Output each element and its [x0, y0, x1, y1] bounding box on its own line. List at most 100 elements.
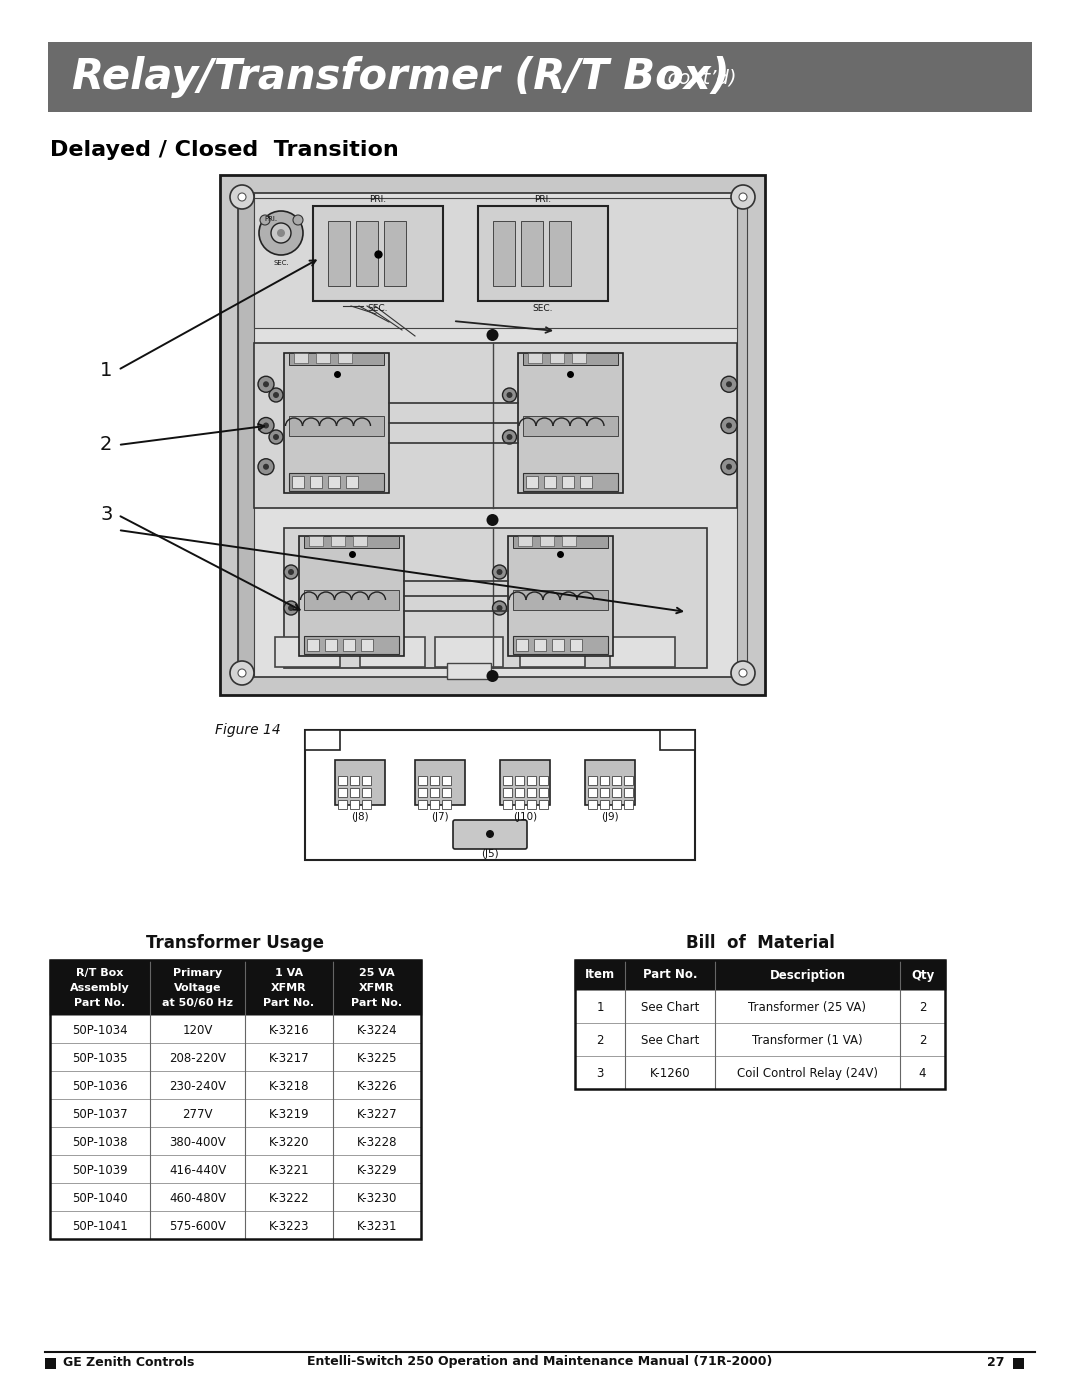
Text: K-3230: K-3230 [356, 1192, 397, 1204]
Bar [350, 800, 359, 809]
Text: K-3218: K-3218 [269, 1080, 309, 1092]
Bar [539, 788, 548, 798]
Text: 25 VA: 25 VA [360, 968, 395, 978]
Text: at 50/60 Hz: at 50/60 Hz [162, 997, 233, 1009]
Bar [418, 800, 427, 809]
Bar [346, 476, 357, 488]
Bar [612, 788, 621, 798]
Text: 50P-1034: 50P-1034 [72, 1024, 127, 1037]
Bar [313, 205, 443, 300]
Text: K-3229: K-3229 [356, 1164, 397, 1176]
Bar [384, 221, 406, 286]
Bar [362, 775, 372, 785]
Bar [45, 1358, 56, 1369]
Text: K-3221: K-3221 [269, 1164, 309, 1176]
Text: SEC.: SEC. [532, 305, 553, 313]
Bar [289, 353, 384, 365]
Text: 50P-1038: 50P-1038 [72, 1136, 127, 1148]
Bar [478, 205, 608, 300]
Circle shape [258, 458, 274, 475]
Text: PRI.: PRI. [369, 196, 387, 204]
Bar [353, 536, 367, 546]
Text: (J8): (J8) [351, 812, 368, 821]
Text: Voltage: Voltage [174, 983, 221, 993]
Bar [575, 960, 945, 1090]
Text: 2: 2 [919, 1002, 927, 1014]
Bar [549, 221, 571, 286]
Circle shape [486, 330, 499, 341]
Bar [575, 1023, 945, 1056]
Bar [737, 193, 747, 678]
Circle shape [721, 376, 737, 393]
Bar [50, 1155, 421, 1183]
Circle shape [486, 514, 499, 527]
Bar [303, 590, 399, 610]
Text: (J9): (J9) [602, 812, 619, 821]
Bar [289, 474, 384, 490]
Text: 3: 3 [100, 506, 112, 524]
Bar [600, 800, 609, 809]
Circle shape [284, 601, 298, 615]
Bar [50, 1211, 421, 1239]
Bar [316, 353, 330, 363]
Bar [575, 1056, 945, 1090]
Text: GE Zenith Controls: GE Zenith Controls [63, 1355, 194, 1369]
Bar [289, 416, 384, 436]
Bar [562, 476, 573, 488]
Bar [612, 775, 621, 785]
Bar [238, 193, 747, 678]
Circle shape [271, 224, 291, 243]
Bar [343, 638, 355, 651]
Bar [362, 788, 372, 798]
Bar [48, 42, 1032, 112]
Text: (J5): (J5) [482, 849, 499, 859]
Text: Qty: Qty [910, 968, 934, 982]
Circle shape [507, 434, 513, 440]
Text: 208-220V: 208-220V [168, 1052, 226, 1065]
Bar [513, 636, 607, 654]
Text: 3: 3 [596, 1067, 604, 1080]
Bar [527, 800, 536, 809]
Bar [350, 788, 359, 798]
Bar [515, 788, 524, 798]
Bar [310, 476, 322, 488]
Bar [580, 476, 592, 488]
Circle shape [721, 418, 737, 433]
Text: 1: 1 [596, 1002, 604, 1014]
Text: PRI.: PRI. [535, 196, 552, 204]
Bar [430, 775, 438, 785]
Text: Part No.: Part No. [264, 997, 314, 1009]
Text: K-3226: K-3226 [356, 1080, 397, 1092]
Bar [435, 637, 503, 666]
Bar [492, 221, 515, 286]
Bar [624, 775, 633, 785]
Bar [543, 476, 555, 488]
Bar [500, 760, 550, 805]
Text: K-3217: K-3217 [269, 1052, 309, 1065]
Text: (cont’d): (cont’d) [660, 68, 737, 88]
FancyBboxPatch shape [453, 820, 527, 849]
Text: 2: 2 [919, 1034, 927, 1046]
Circle shape [260, 215, 270, 225]
Bar [1013, 1358, 1024, 1369]
Text: SEC.: SEC. [368, 305, 388, 313]
Text: 50P-1037: 50P-1037 [72, 1108, 127, 1120]
Bar [539, 800, 548, 809]
Circle shape [273, 393, 279, 398]
Text: See Chart: See Chart [640, 1034, 699, 1046]
Bar [540, 536, 554, 546]
Bar [220, 175, 765, 694]
Bar [610, 637, 675, 666]
Bar [523, 353, 618, 365]
Bar [519, 637, 585, 666]
Text: Entelli-Switch 250 Operation and Maintenance Manual (71R-2000): Entelli-Switch 250 Operation and Mainten… [308, 1355, 772, 1369]
Text: 575-600V: 575-600V [170, 1220, 226, 1232]
Bar [588, 775, 597, 785]
Bar [523, 416, 618, 436]
Circle shape [288, 569, 294, 576]
Bar [335, 760, 384, 805]
Text: 27: 27 [987, 1355, 1005, 1369]
Bar [238, 193, 254, 678]
Text: (J7): (J7) [431, 812, 449, 821]
Bar [503, 788, 512, 798]
